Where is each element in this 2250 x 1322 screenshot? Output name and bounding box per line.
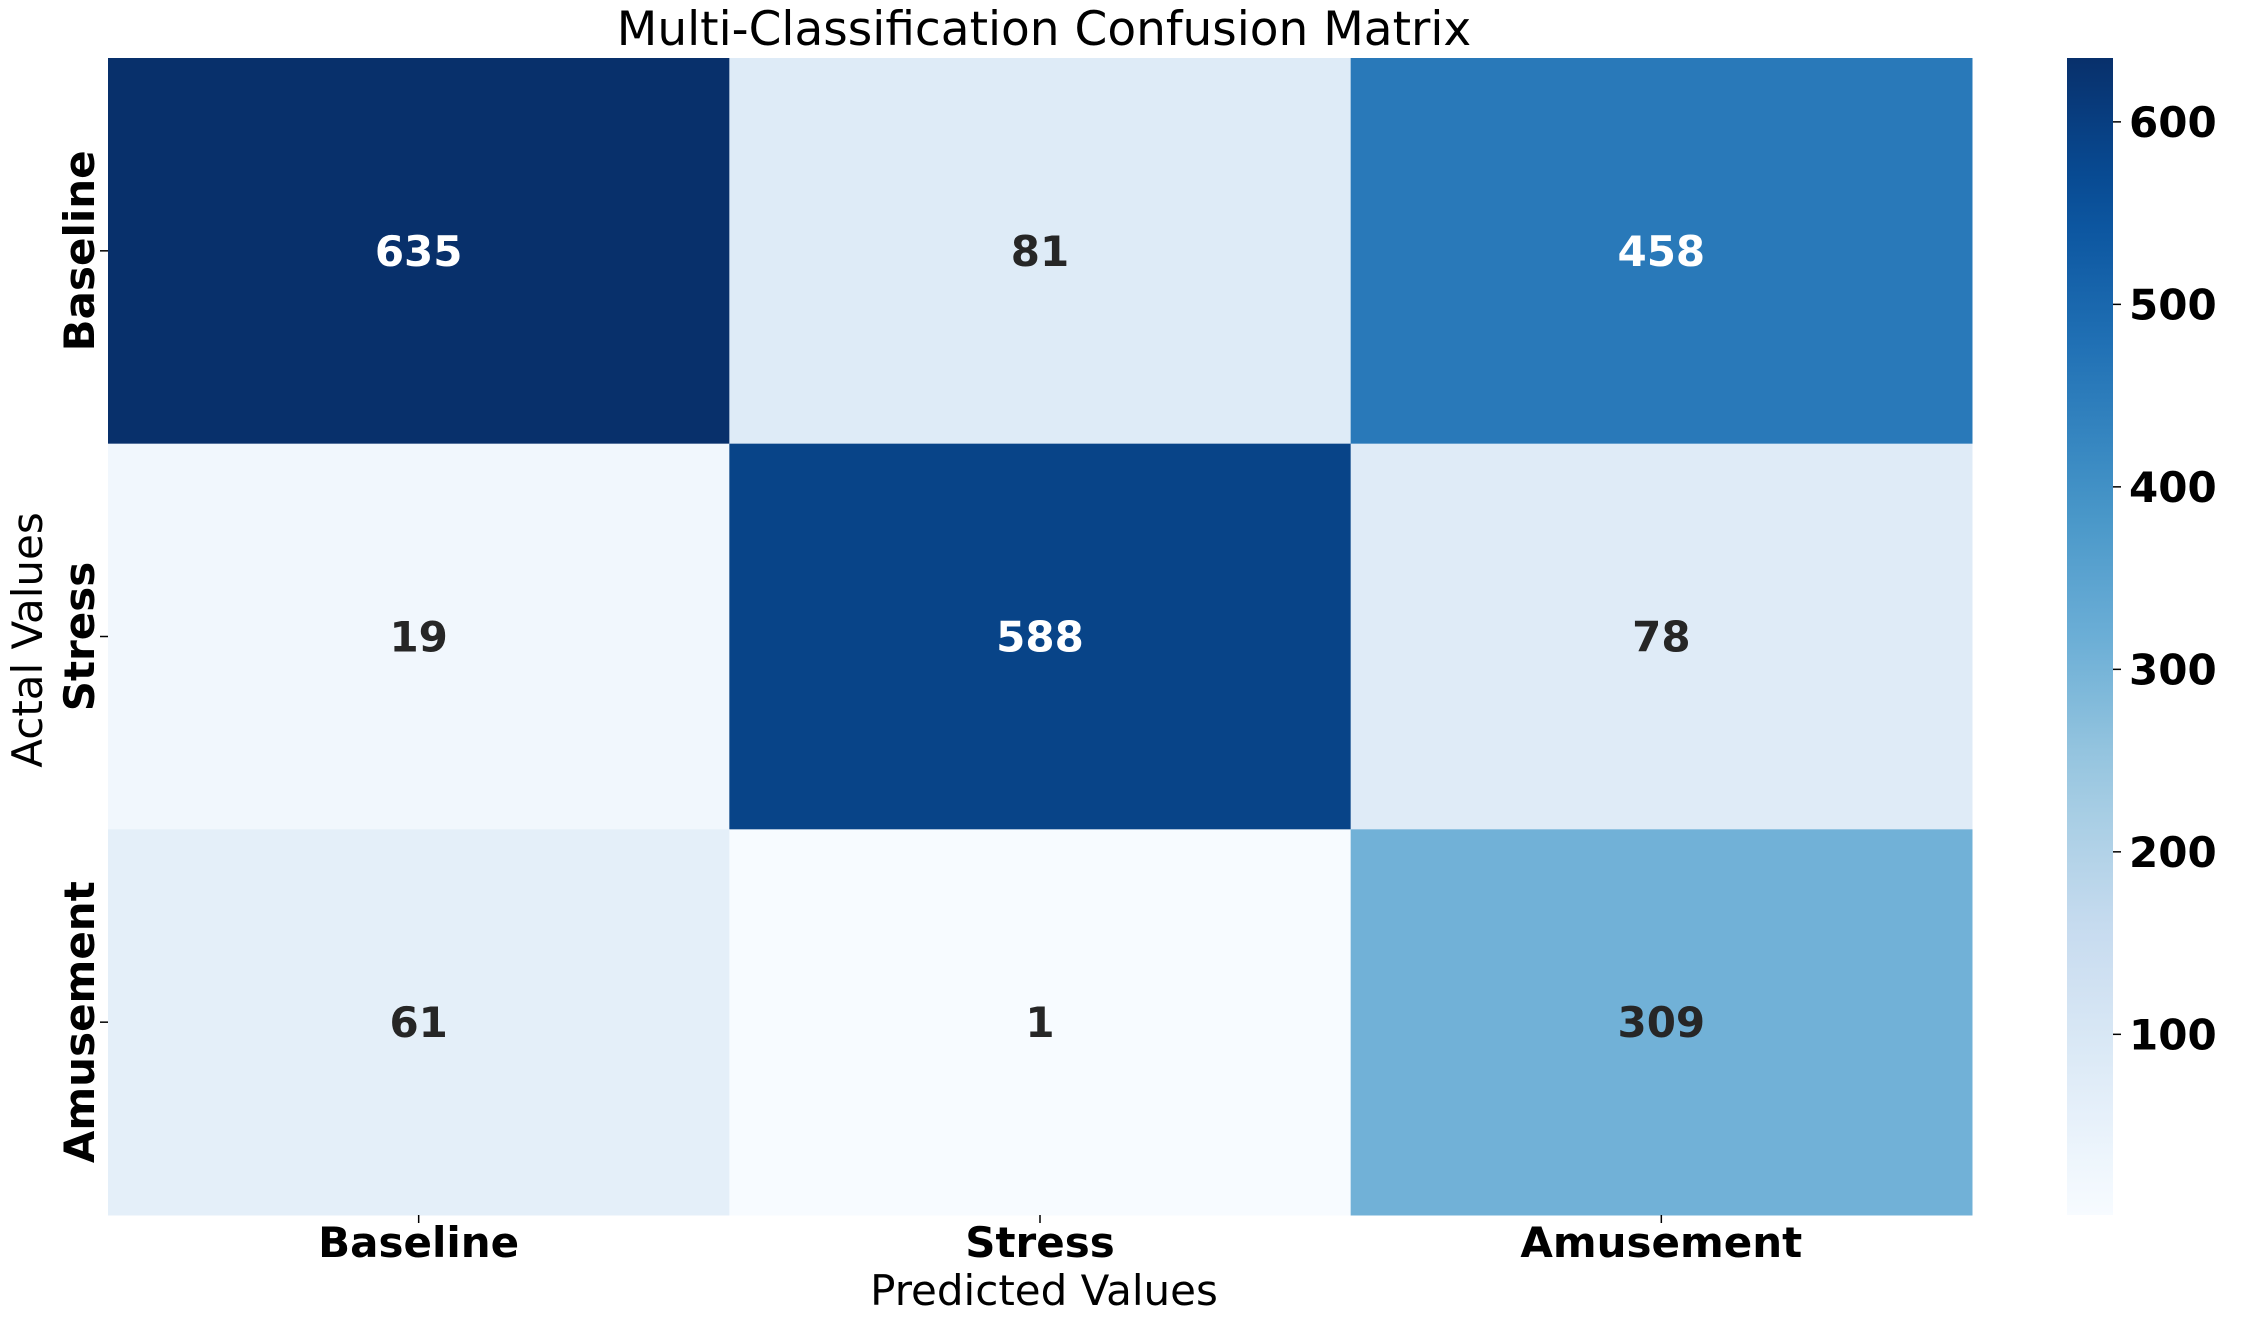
heatmap-cell <box>108 58 730 445</box>
x-axis-label: Predicted Values <box>870 1266 1218 1315</box>
colorbar-tick-label: 200 <box>2129 828 2217 877</box>
heatmap-cell <box>729 443 1352 830</box>
cell-value-label: 588 <box>996 613 1084 662</box>
heatmap-cells: 635 81 458 19 588 78 61 1 309 <box>108 58 1973 1216</box>
x-tick-labels: Baseline Stress Amusement <box>318 1215 1802 1267</box>
heatmap-cell <box>729 829 1352 1216</box>
colorbar-tick-label: 100 <box>2129 1010 2217 1059</box>
x-tick-label: Stress <box>965 1218 1115 1267</box>
cell-value-label: 458 <box>1617 227 1705 276</box>
colorbar-tick-label: 500 <box>2129 280 2217 329</box>
heatmap-cell <box>108 829 730 1216</box>
cell-value-label: 19 <box>389 613 447 662</box>
x-tick-label: Baseline <box>318 1218 519 1267</box>
cell-value-label: 1 <box>1025 998 1054 1047</box>
x-tick-label: Amusement <box>1520 1218 1802 1267</box>
chart-title: Multi-Classification Confusion Matrix <box>617 2 1471 57</box>
y-tick-labels: Baseline Stress Amusement <box>55 150 108 1163</box>
cell-value-label: 78 <box>1632 613 1690 662</box>
colorbar-tick-label: 600 <box>2129 98 2217 147</box>
y-tick-label: Baseline <box>55 150 104 351</box>
colorbar-tick-label: 400 <box>2129 463 2217 512</box>
y-tick-label: Amusement <box>55 881 104 1163</box>
heatmap-cell <box>729 58 1352 445</box>
colorbar-tick-label: 300 <box>2129 645 2217 694</box>
heatmap-cell <box>108 443 730 830</box>
colorbar: 100 200 300 400 500 600 <box>2067 58 2217 1215</box>
cell-value-label: 61 <box>389 998 447 1047</box>
heatmap-cell <box>1350 58 1973 445</box>
colorbar-gradient <box>2067 58 2113 1215</box>
y-tick-label: Stress <box>55 562 104 712</box>
cell-value-label: 635 <box>375 227 463 276</box>
cell-value-label: 309 <box>1617 998 1705 1047</box>
colorbar-ticks: 100 200 300 400 500 600 <box>2113 98 2217 1059</box>
heatmap-cell <box>1350 829 1973 1216</box>
cell-value-label: 81 <box>1011 227 1069 276</box>
heatmap-cell <box>1350 443 1973 830</box>
y-axis-label: Actal Values <box>3 512 52 768</box>
